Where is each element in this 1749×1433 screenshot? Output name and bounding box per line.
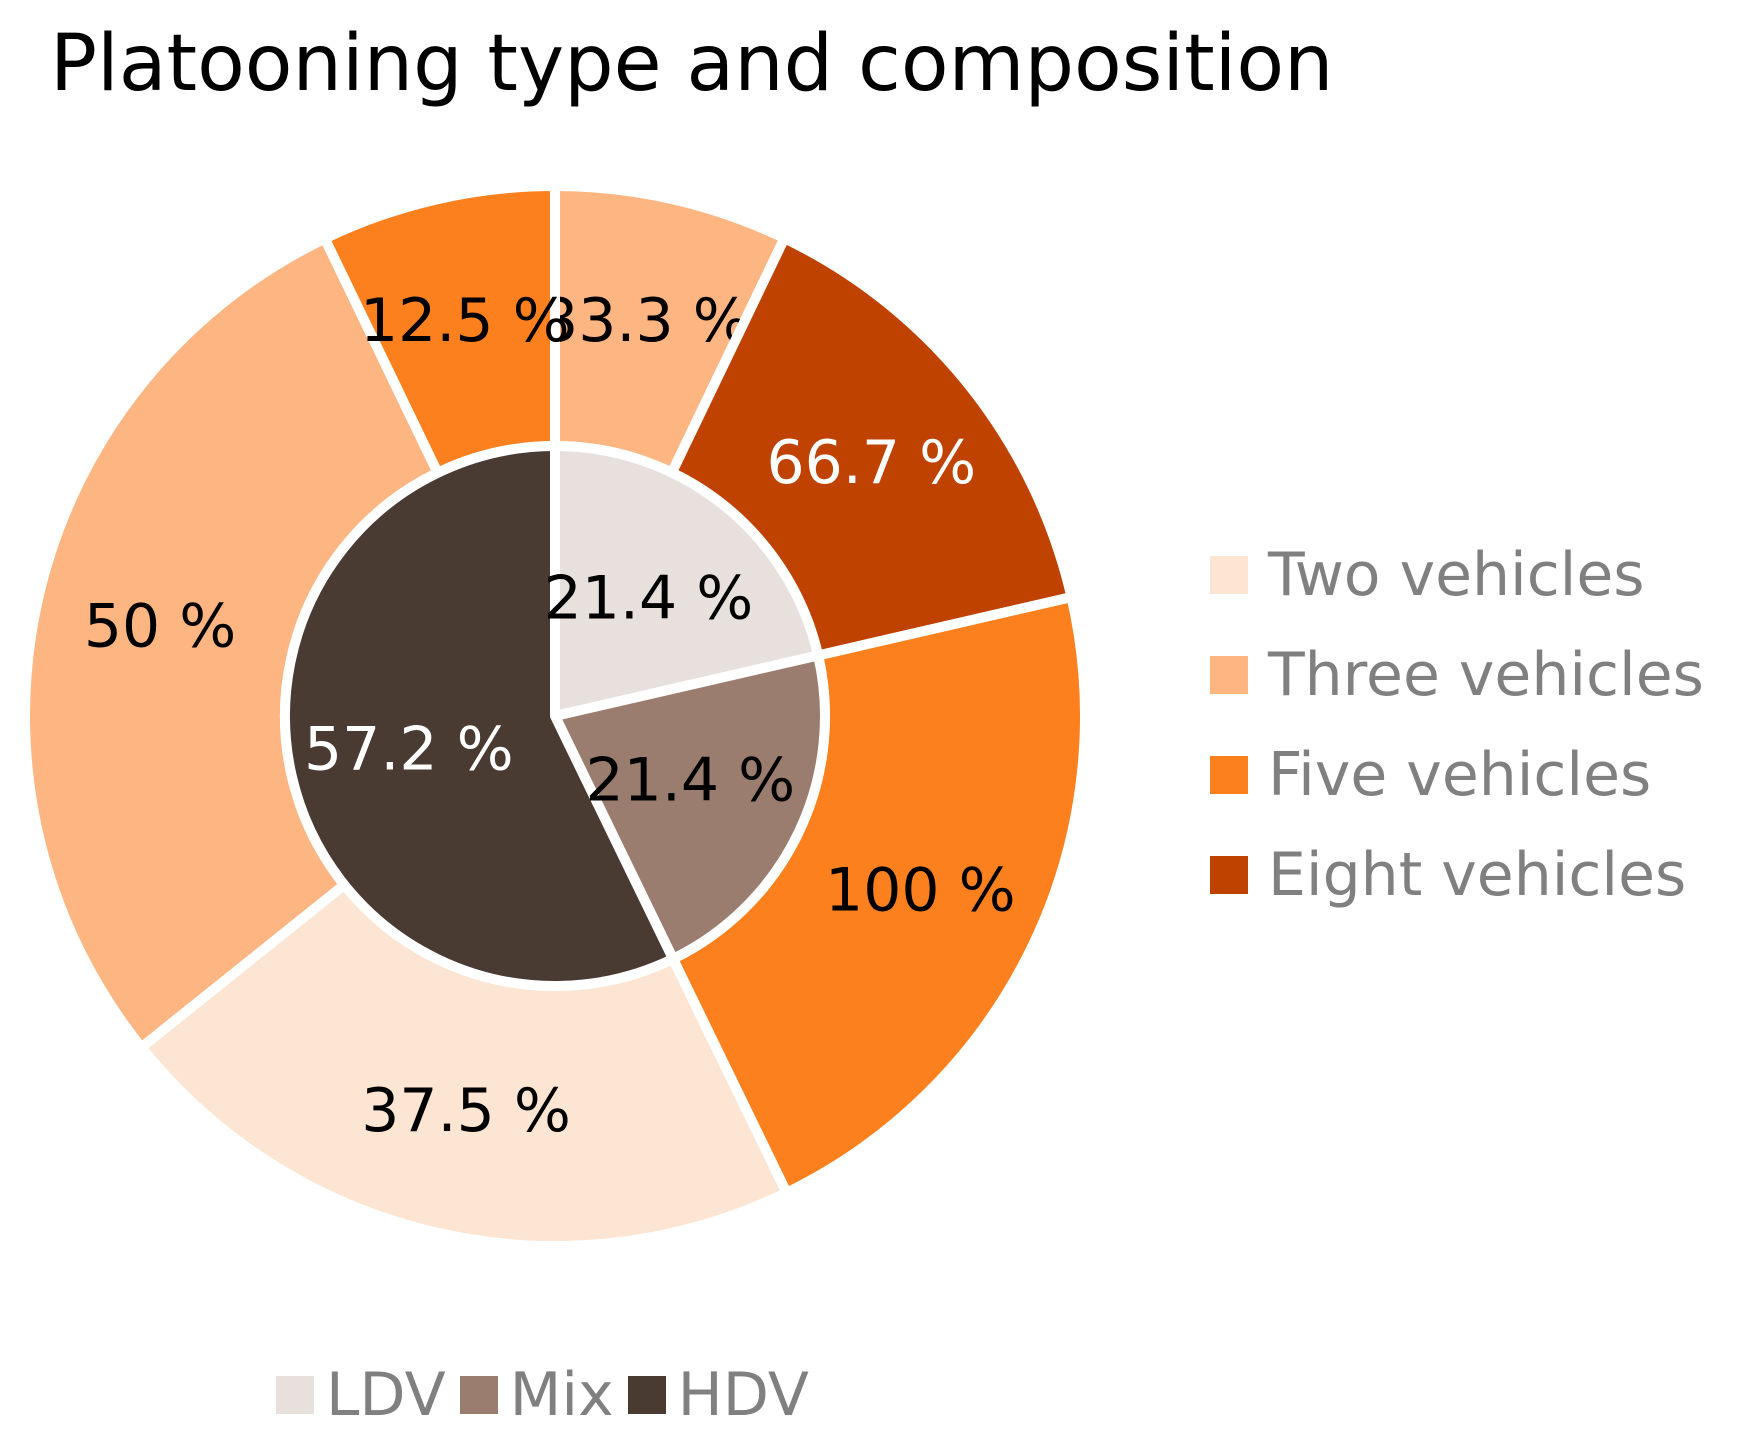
inner-slice-hdv bbox=[280, 440, 680, 991]
outer-label-ldv-three-vehicles: 33.3 % bbox=[540, 286, 750, 356]
legend-item-five-vehicles: Five vehicles bbox=[1210, 725, 1704, 825]
inner-label-mix: 21.4 % bbox=[585, 746, 795, 816]
legend-item-two-vehicles: Two vehicles bbox=[1210, 525, 1704, 625]
legend-label: Eight vehicles bbox=[1268, 840, 1687, 910]
outer-label-hdv-five-vehicles: 12.5 % bbox=[360, 286, 570, 356]
legend-label: Three vehicles bbox=[1268, 640, 1704, 710]
inner-slice-mix bbox=[547, 649, 830, 966]
outer-label-ldv-eight-vehicles: 66.7 % bbox=[766, 428, 976, 498]
outer-label-hdv-two-vehicles: 37.5 % bbox=[361, 1076, 571, 1146]
legend-item-eight-vehicles: Eight vehicles bbox=[1210, 825, 1704, 925]
legend-swatch bbox=[1210, 656, 1248, 694]
legend-swatch bbox=[1210, 856, 1248, 894]
legend-swatch bbox=[1210, 756, 1248, 794]
legend-item-three-vehicles: Three vehicles bbox=[1210, 625, 1704, 725]
legend-item-ldv: LDV bbox=[276, 1360, 446, 1430]
legend-swatch bbox=[276, 1376, 314, 1414]
legend-swatch bbox=[459, 1376, 498, 1414]
legend-item-hdv: HDV bbox=[627, 1360, 809, 1430]
inner-label-hdv: 57.2 % bbox=[304, 715, 514, 785]
legend-label: Mix bbox=[509, 1360, 614, 1430]
outer-label-hdv-three-vehicles: 50 % bbox=[84, 591, 236, 661]
outer-label-mix-five-vehicles: 100 % bbox=[825, 856, 1016, 926]
chart-title: Platooning type and composition bbox=[50, 19, 1334, 109]
inner-label-ldv: 21.4 % bbox=[544, 564, 754, 634]
legend-label: HDV bbox=[677, 1360, 809, 1430]
donut-chart: 33.3 % 66.7 % 37.5 % 50 % 12.5 % 100 % 21.4 % 2… bbox=[25, 186, 1085, 1246]
legend-swatch bbox=[1210, 556, 1248, 594]
inner-slice-ldv bbox=[550, 440, 825, 723]
legend-label: LDV bbox=[326, 1360, 446, 1430]
legend-label: Two vehicles bbox=[1268, 540, 1645, 610]
category-legend: LDV Mix HDV bbox=[276, 1360, 823, 1430]
series-legend: Two vehicles Three vehicles Five vehicle… bbox=[1210, 525, 1704, 925]
legend-item-mix: Mix bbox=[459, 1360, 614, 1430]
legend-label: Five vehicles bbox=[1268, 740, 1652, 810]
legend-swatch bbox=[627, 1376, 666, 1414]
